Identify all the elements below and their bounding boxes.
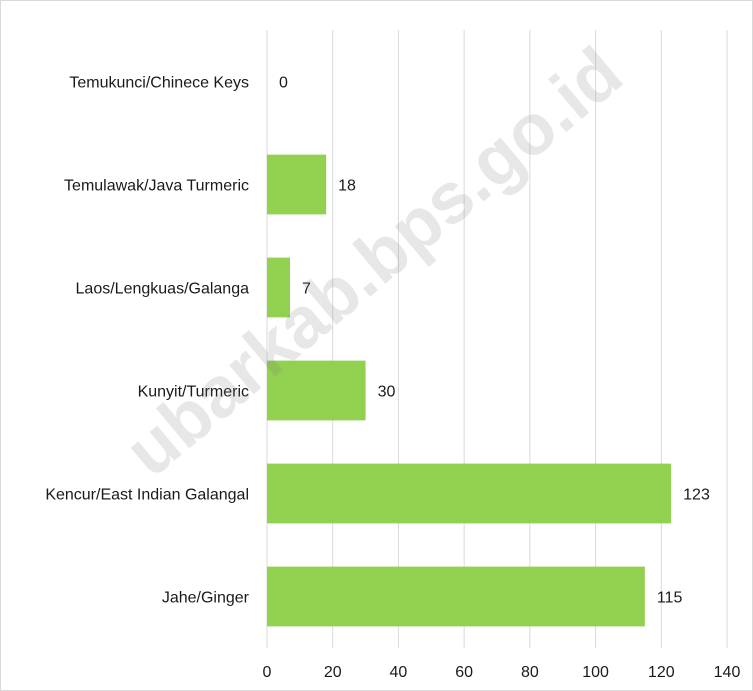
value-label-3: 30 [378,384,396,401]
bars [267,154,672,627]
category-label-3: Kunyit/Turmeric [138,384,249,401]
x-tick-label-0: 0 [263,664,272,681]
x-tick-label-140: 140 [714,664,741,681]
value-label-0: 0 [279,75,288,92]
category-label-0: Temukunci/Chinece Keys [69,75,249,92]
bar-5 [267,566,645,627]
value-label-4: 123 [683,487,710,504]
x-tick-label-120: 120 [648,664,675,681]
category-label-1: Temulawak/Java Turmeric [64,178,249,195]
bar-1 [267,154,327,215]
category-label-4: Kencur/East Indian Galangal [45,487,249,504]
value-label-1: 18 [338,178,356,195]
value-label-2: 7 [302,281,311,298]
category-labels: Temukunci/Chinece Keys Temulawak/Java Tur… [45,75,249,607]
bar-2 [267,257,290,318]
x-tick-label-40: 40 [390,664,408,681]
value-labels: 0 18 7 30 123 115 [279,75,710,607]
x-axis-ticks: 0 20 40 60 80 100 120 140 [263,664,741,681]
x-tick-label-20: 20 [324,664,342,681]
x-tick-label-60: 60 [455,664,473,681]
bar-4 [267,463,672,524]
category-label-5: Jahe/Ginger [162,590,250,607]
category-label-2: Laos/Lengkuas/Galanga [76,281,250,298]
bar-3 [267,360,366,421]
x-tick-label-80: 80 [521,664,539,681]
grid-lines [266,30,728,648]
value-label-5: 115 [657,590,683,607]
x-tick-label-100: 100 [582,664,609,681]
